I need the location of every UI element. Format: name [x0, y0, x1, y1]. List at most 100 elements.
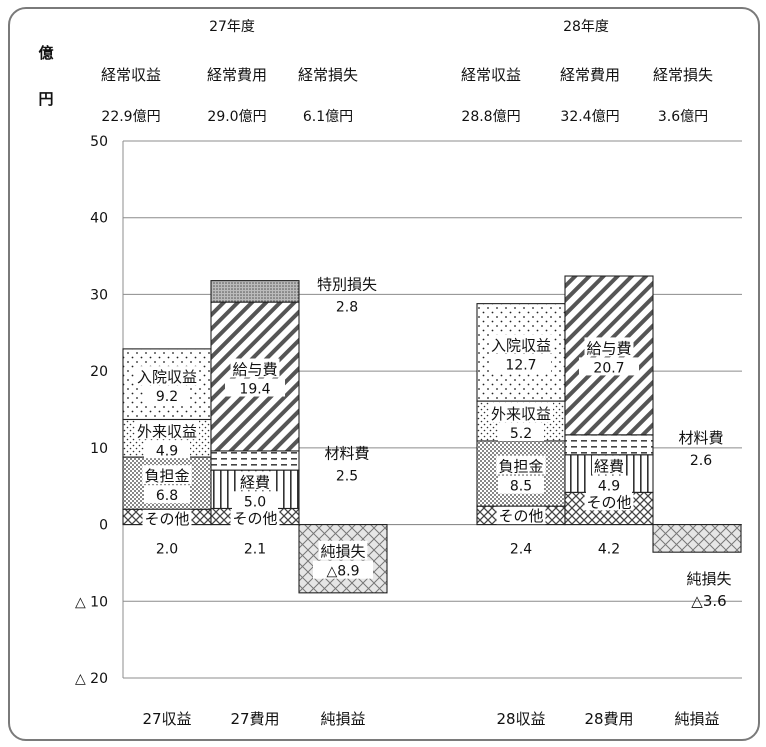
segment-value-label: △3.6 [691, 592, 726, 610]
segment-name-label: 負担金 [144, 467, 189, 485]
segment-name-label-bg [489, 403, 553, 423]
segment-name-label: その他 [144, 510, 189, 528]
y-tick-label: △ 10 [75, 594, 108, 610]
x-category-label: 27収益 [142, 710, 191, 728]
segment-name-label: 材料費 [324, 445, 369, 463]
summary-label: 経常収益 [101, 66, 161, 84]
x-category-label: 27費用 [230, 710, 279, 728]
segment-value-label-bg [144, 440, 190, 459]
segment-value-label: 8.5 [510, 479, 532, 495]
segment-value-label: 19.4 [239, 382, 270, 398]
segment-value-label-bg [498, 475, 544, 494]
segment-value-label: △8.9 [326, 564, 359, 580]
y-tick-label: 10 [90, 441, 108, 457]
summary-label: 経常損失 [653, 66, 713, 84]
x-category-label: 純損益 [674, 710, 719, 728]
segment-value-label: 6.8 [156, 488, 178, 504]
segment-value-label: 9.2 [156, 389, 178, 405]
segment-name-label: 入院収益 [137, 368, 197, 386]
segment-name-label: 外来収益 [491, 405, 551, 423]
segment-value-label-bg [232, 491, 278, 510]
y-unit-label-2: 円 [38, 90, 53, 108]
chart-frame [8, 7, 760, 741]
summary-value: 3.6億円 [658, 109, 708, 125]
segment-value-label: 2.8 [336, 299, 358, 315]
segment-value-label-bg [225, 378, 285, 397]
summary-value: 28.8億円 [461, 109, 520, 125]
segment-value-label: 2.0 [156, 542, 178, 558]
segment-name-label: 負担金 [498, 458, 543, 476]
segment-name-label: その他 [586, 493, 631, 511]
segment-name-label-bg [142, 508, 192, 528]
segment-name-label: 経費 [240, 473, 270, 491]
segment-value-label: 5.2 [510, 426, 532, 442]
summary-label: 経常損失 [298, 66, 358, 84]
segment-value-label-bg [313, 560, 373, 579]
segment-name-label: 外来収益 [137, 422, 197, 440]
segment-name-label-bg [238, 471, 272, 491]
segment-value-label: 2.6 [690, 453, 712, 469]
segment-name-label: 給与費 [232, 361, 277, 379]
segment-value-label: 4.9 [598, 479, 620, 495]
segment-value-label: 4.9 [156, 443, 178, 459]
bar-segment [210, 450, 300, 471]
y-tick-label: 30 [90, 287, 108, 303]
segment-value-label: 5.0 [244, 494, 266, 510]
summary-label: 経常収益 [461, 66, 521, 84]
segment-name-label-bg [489, 334, 553, 354]
x-category-label: 純損益 [320, 710, 365, 728]
segment-name-label-bg [318, 540, 368, 560]
segment-name-label-bg [584, 337, 634, 357]
segment-name-label-bg [230, 507, 280, 527]
segment-name-label-bg [135, 420, 199, 440]
y-tick-label: 50 [90, 134, 108, 150]
segment-value-label: 12.7 [505, 357, 536, 373]
y-tick-label: △ 20 [75, 671, 108, 687]
bar-segment [564, 434, 654, 456]
segment-name-label: 材料費 [678, 429, 723, 447]
y-tick-label: 0 [99, 518, 108, 534]
segment-name-label: 入院収益 [491, 336, 551, 354]
segment-name-label: その他 [232, 509, 277, 527]
segment-name-label: 純損失 [686, 570, 731, 588]
summary-value: 22.9億円 [101, 109, 160, 125]
segment-value-label-bg [498, 423, 544, 442]
segment-name-label: 経費 [594, 458, 624, 476]
x-category-label: 28費用 [584, 710, 633, 728]
summary-label: 経常費用 [560, 66, 620, 84]
y-unit-label-1: 億 [38, 44, 53, 62]
segment-name-label-bg [496, 505, 546, 525]
y-tick-label: 40 [90, 211, 108, 227]
segment-name-label: 特別損失 [317, 275, 377, 293]
segment-value-label-bg [579, 357, 639, 376]
year-title: 27年度 [209, 19, 255, 35]
y-tick-label: 20 [90, 364, 108, 380]
segment-name-label-bg [135, 366, 199, 386]
year-title: 28年度 [563, 19, 609, 35]
segment-value-label-bg [491, 354, 551, 373]
bar-segment [210, 280, 300, 303]
segment-value-label-bg [144, 386, 190, 405]
segment-value-label: 2.5 [336, 469, 358, 485]
segment-value-label: 2.4 [510, 542, 532, 558]
segment-name-label: 純損失 [320, 543, 365, 561]
segment-name-label: その他 [498, 507, 543, 525]
summary-value: 32.4億円 [560, 109, 619, 125]
segment-value-label: 20.7 [593, 360, 624, 376]
segment-value-label-bg [144, 485, 190, 504]
segment-value-label: 2.1 [244, 542, 266, 558]
summary-value: 29.0億円 [207, 109, 266, 125]
segment-value-label-bg [586, 475, 632, 494]
segment-name-label-bg [142, 465, 192, 485]
summary-value: 6.1億円 [303, 109, 353, 125]
segment-name-label-bg [496, 455, 546, 475]
segment-name-label-bg [584, 491, 634, 511]
segment-name-label-bg [230, 358, 280, 378]
segment-value-label: 4.2 [598, 542, 620, 558]
segment-name-label: 給与費 [586, 339, 631, 357]
summary-label: 経常費用 [207, 66, 267, 84]
x-category-label: 28収益 [496, 710, 545, 728]
segment-name-label-bg [592, 455, 626, 475]
bar-segment [652, 524, 742, 553]
